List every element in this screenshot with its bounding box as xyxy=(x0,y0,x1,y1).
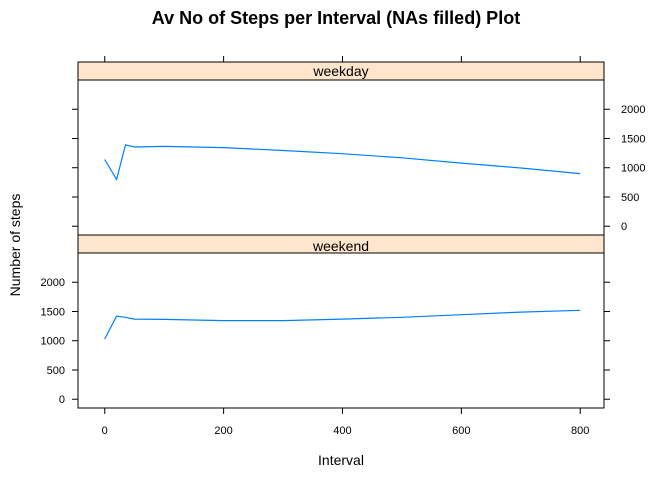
y-tick-label-right: 1000 xyxy=(621,163,645,175)
x-tick-label: 0 xyxy=(102,425,108,437)
y-tick-label-left: 1000 xyxy=(41,336,65,348)
x-tick-label: 600 xyxy=(452,425,470,437)
panel-weekday-series xyxy=(104,144,581,181)
panel-weekday: weekday 0 500 1000 1500 2000 xyxy=(72,61,645,236)
panel-weekend-series xyxy=(104,309,581,340)
strip-label-weekend: weekend xyxy=(312,238,369,254)
panel-weekend: weekend 0 500 1000 1500 2000 xyxy=(41,234,610,409)
series-line-weekend xyxy=(104,309,581,340)
x-axis-label: Interval xyxy=(318,452,364,468)
bottom-x-ticks: 0 200 400 600 800 xyxy=(102,408,589,437)
y-tick-label-right: 0 xyxy=(621,221,627,233)
top-x-ticks xyxy=(104,56,581,62)
panel-frame-weekend xyxy=(77,252,605,409)
x-tick-label: 200 xyxy=(214,425,232,437)
y-tick-label-left: 0 xyxy=(59,394,65,406)
panel-weekday-ticks: 0 500 1000 1500 2000 xyxy=(72,104,645,233)
chart-title: Av No of Steps per Interval (NAs filled)… xyxy=(152,8,520,28)
y-tick-label-right: 2000 xyxy=(621,104,645,116)
y-axis-label: Number of steps xyxy=(7,194,23,297)
y-tick-label-right: 1500 xyxy=(621,133,645,145)
y-tick-label-right: 500 xyxy=(621,192,639,204)
y-tick-label-left: 1500 xyxy=(41,306,65,318)
strip-label-weekday: weekday xyxy=(312,63,368,79)
series-line-weekday xyxy=(104,144,581,181)
y-tick-label-left: 500 xyxy=(47,365,65,377)
panel-frame-weekday xyxy=(77,79,605,236)
y-tick-label-left: 2000 xyxy=(41,277,65,289)
x-tick-label: 800 xyxy=(571,425,589,437)
x-tick-label: 400 xyxy=(333,425,351,437)
panel-weekend-ticks: 0 500 1000 1500 2000 xyxy=(41,277,610,406)
